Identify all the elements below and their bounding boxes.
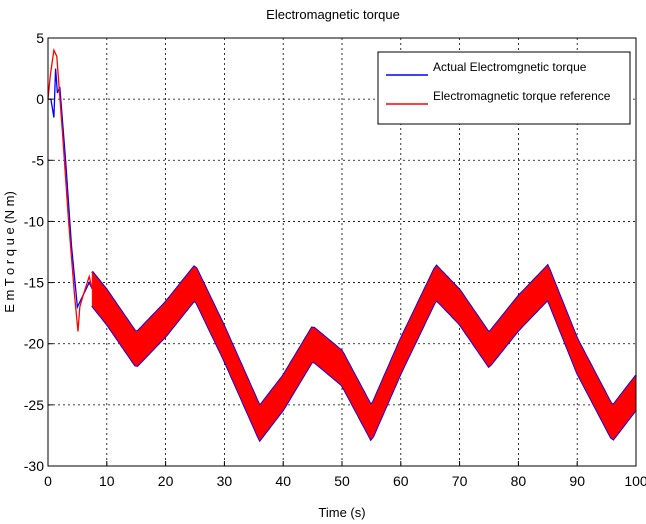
x-tick-label: 10 [99,473,115,489]
legend-box [377,51,631,125]
chart-title: Electromagnetic torque [266,7,400,22]
reference-torque-line [47,47,93,332]
y-tick-label: -25 [24,397,44,413]
y-tick-label: 0 [36,91,44,107]
x-tick-label: 50 [334,473,350,489]
legend: Actual Electromgnetic torque Electromagn… [377,51,631,125]
x-axis-label: Time (s) [318,505,365,520]
x-tick-label: 30 [217,473,233,489]
torque-ripple-band [91,265,637,441]
x-tick-label: 100 [624,473,646,489]
legend-label-actual: Actual Electromgnetic torque [433,60,587,74]
y-tick-label: -20 [24,336,44,352]
y-axis-label: E m T o r q u e (N m) [2,191,17,313]
x-tick-label: 90 [569,473,585,489]
y-tick-label: -5 [32,152,45,168]
data-layer [47,47,637,443]
x-tick-label: 0 [44,473,52,489]
y-tick-label: -10 [24,213,44,229]
y-tick-label: -15 [24,275,44,291]
y-tick-label: 5 [36,30,44,46]
x-tick-label: 60 [393,473,409,489]
x-tick-label: 20 [158,473,174,489]
x-tick-label: 40 [275,473,291,489]
y-tick-label: -30 [24,458,44,474]
actual-torque-line [48,68,93,310]
x-tick-label: 70 [452,473,468,489]
x-tick-label: 80 [511,473,527,489]
tick-labels: 0 10 20 30 40 50 60 70 80 90 10050-5-10-15-20-25-3… [24,30,646,489]
legend-label-reference: Electromagnetic torque reference [433,89,611,103]
